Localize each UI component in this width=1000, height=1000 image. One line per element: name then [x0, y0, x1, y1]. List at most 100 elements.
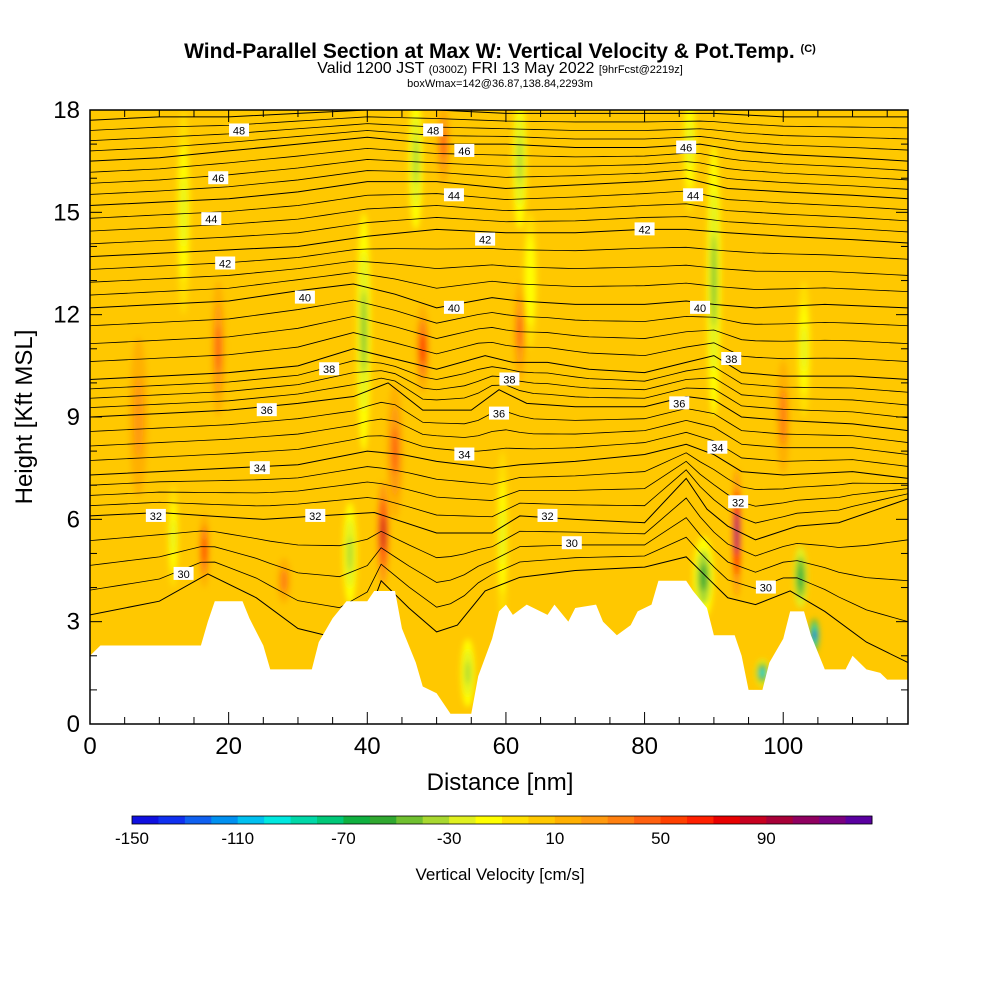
contour-label: 48 [423, 123, 444, 137]
contour-label-bg [173, 566, 194, 580]
contour-label-bg [475, 232, 496, 246]
contour-label-bg [145, 508, 166, 522]
contour-label-text: 30 [566, 538, 578, 550]
contour-label: 32 [537, 508, 558, 523]
contour-label-text: 48 [233, 125, 245, 137]
colorbar-swatch [211, 816, 239, 824]
contour-label: 36 [256, 403, 277, 417]
theta-contour-minor [90, 360, 908, 393]
contour-label-bg [256, 403, 277, 417]
colorbar-swatch [290, 816, 318, 824]
colorbar-swatch [819, 816, 847, 824]
colorbar-swatch [343, 816, 371, 824]
contour-label-bg [721, 352, 742, 366]
theta-contour-minor [90, 272, 908, 296]
contour-labels: 48 48 46 46 46 44 44 44 42 42 42 40 40 40 38 38 38 36 36 36… [145, 123, 776, 595]
y-tick-label: 12 [53, 302, 80, 329]
contour-label-bg [561, 536, 582, 550]
contour-label-bg [454, 447, 475, 461]
contour-label-text: 44 [448, 190, 460, 202]
contour-label-text: 32 [732, 497, 744, 509]
contour-label-text: 34 [254, 463, 266, 475]
colorbar-tick-label: 90 [757, 829, 776, 848]
contour-label-text: 42 [219, 259, 231, 271]
contour-label-text: 38 [503, 374, 515, 386]
velocity-cell [347, 536, 353, 571]
theta-contour-minor [90, 169, 908, 195]
velocity-cell [500, 507, 505, 566]
contour-label: 40 [294, 290, 315, 305]
colorbar-tick-label: -110 [221, 829, 254, 848]
contour-label-bg [201, 212, 222, 226]
colorbar-swatch [184, 816, 212, 824]
plot-area: 48 48 46 46 46 44 44 44 42 42 42 40 40 40 38 38 38 36 36 36… [90, 110, 908, 724]
contour-label-text: 30 [760, 583, 772, 595]
contour-label: 40 [690, 300, 711, 315]
x-tick-label: 0 [83, 733, 96, 760]
contour-label-bg [423, 123, 444, 137]
contour-label: 30 [173, 566, 194, 581]
contour-label: 44 [201, 212, 222, 226]
theta-contour-minor [90, 377, 908, 419]
y-axis-label: Height [Kft MSL] [11, 330, 38, 505]
colorbar-tick-label: -150 [115, 829, 149, 848]
theta-contour-minor [90, 260, 908, 283]
contour-label-bg [229, 123, 250, 137]
velocity-cell [699, 563, 708, 592]
velocity-cell [181, 177, 186, 248]
contour-label: 32 [145, 508, 166, 523]
contour-label-text: 42 [638, 224, 650, 236]
contour-label-text: 32 [309, 511, 321, 523]
colorbar-swatch [607, 816, 635, 824]
colorbar-swatch [581, 816, 609, 824]
valid-time: Valid 1200 JST [317, 60, 425, 77]
chart-subtitle: Valid 1200 JST (0300Z) FRI 13 May 2022 [… [0, 60, 1000, 79]
contour-label-bg [755, 580, 776, 594]
contour-label: 36 [669, 396, 690, 410]
forecast-info: [9hrFcst@2219z] [598, 64, 683, 76]
contour-label: 44 [443, 188, 464, 202]
contour-label: 46 [676, 140, 697, 155]
contour-label-bg [690, 300, 711, 314]
contour-label-text: 40 [448, 303, 460, 315]
theta-contour-minor [90, 517, 908, 583]
theta-contour-minor [90, 315, 908, 345]
contour-label-text: 44 [205, 214, 217, 226]
velocity-cell [779, 388, 787, 446]
contour-label: 30 [755, 580, 776, 595]
contour-label: 30 [561, 536, 582, 550]
velocity-cell [527, 257, 533, 304]
colorbar-swatch [845, 816, 873, 824]
velocity-cell [215, 325, 221, 372]
theta-contour-minor [90, 123, 908, 142]
contour-label-bg [443, 188, 464, 202]
theta-contour-40 [90, 283, 908, 309]
colorbar-swatch [317, 816, 344, 824]
x-tick-label: 20 [215, 733, 242, 760]
contour-label-text: 40 [299, 293, 311, 305]
colorbar-tick-label: -70 [331, 829, 356, 848]
theta-contour-38 [90, 348, 908, 380]
contour-label-bg [683, 188, 704, 202]
contour-label-text: 34 [711, 443, 723, 455]
contour-label: 34 [249, 461, 270, 475]
theta-contour-minor [90, 216, 908, 245]
x-tick-label: 100 [763, 733, 803, 760]
contour-label-text: 46 [680, 143, 692, 155]
contour-label-text: 38 [323, 364, 335, 376]
velocity-cell [711, 234, 717, 327]
y-tick-label: 18 [53, 97, 80, 124]
valid-date: FRI 13 May 2022 [471, 60, 595, 77]
colorbar-swatch [528, 816, 556, 824]
x-tick-label: 60 [493, 733, 520, 760]
contour-label-text: 36 [493, 409, 505, 421]
contour-label: 36 [489, 406, 509, 421]
velocity-cell [735, 510, 739, 556]
contour-label-bg [728, 495, 749, 509]
theta-contour-minor [90, 452, 908, 490]
box-wmax-info: boxWmax=142@36.87,138.84,2293m [407, 78, 593, 90]
y-tick-label: 15 [53, 199, 80, 226]
colorbar-swatch [396, 816, 424, 824]
colorbar-swatch [766, 816, 794, 824]
